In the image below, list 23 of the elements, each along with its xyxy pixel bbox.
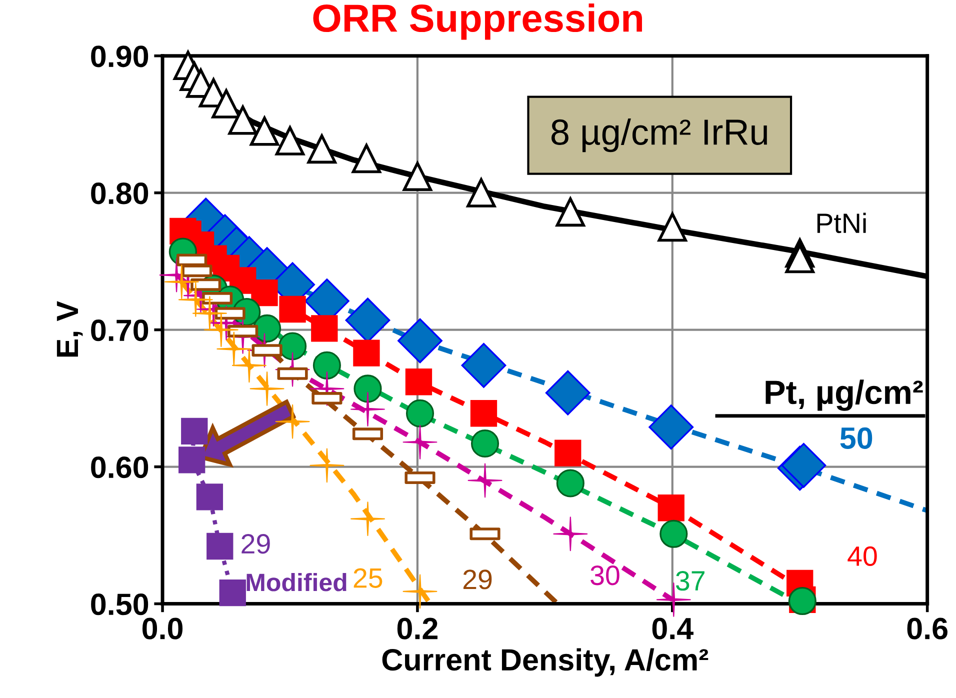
y-tick-label: 0.90 [91,46,148,68]
series-label: 25 [354,568,382,588]
x-tick-label: 0.6 [907,618,948,640]
series-label: 40 [848,546,877,566]
annotation: Modified [246,572,346,592]
series-label: 30 [590,566,620,586]
y-axis-title: E, V [56,301,83,357]
series-label: 50 [840,427,872,449]
series-label: PtNi [817,212,866,234]
x-tick-label: 0.0 [142,618,183,640]
legend-title: Pt, µg/cm² [766,380,923,411]
annotation: 8 µg/cm² IrRu [551,118,767,152]
series-label: 37 [676,571,704,591]
x-tick-label: 0.2 [397,618,438,640]
y-tick-label: 0.80 [91,182,148,204]
series-label: 29 [242,534,270,554]
y-tick-label: 0.50 [91,594,148,616]
x-axis-title: Current Density, A/cm² [382,648,708,677]
y-tick-label: 0.60 [91,456,148,478]
chart-title: ORR Suppression [313,3,642,40]
x-tick-label: 0.4 [652,618,694,640]
y-tick-label: 0.70 [91,320,148,342]
series-label: 29 [463,570,492,590]
